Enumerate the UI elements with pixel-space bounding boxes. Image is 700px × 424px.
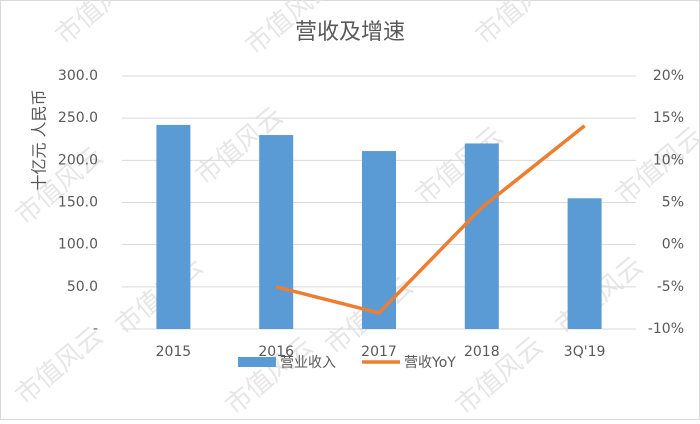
x-tick-label: 2018	[464, 344, 500, 360]
y-tick-label: 150.0	[58, 195, 98, 211]
chart-title: 营收及增速	[295, 20, 405, 45]
y-tick-label: -	[93, 321, 98, 337]
x-tick-label: 3Q'19	[564, 344, 606, 360]
y-tick-label: 200.0	[58, 152, 98, 168]
x-tick-label: 2017	[361, 344, 397, 360]
y2-tick-label: 15%	[653, 110, 684, 126]
legend-swatch	[238, 357, 276, 367]
bar	[156, 124, 191, 329]
y-axis-label: 十亿元 人民币	[30, 89, 49, 190]
y2-tick-label: 20%	[653, 68, 684, 84]
y2-tick-label: 10%	[653, 152, 684, 168]
line	[275, 124, 586, 315]
bar	[567, 198, 602, 329]
bar	[259, 135, 294, 329]
y-tick-label: 300.0	[58, 68, 98, 84]
legend-label: 营收YoY	[404, 355, 456, 371]
x-tick-label: 2016	[258, 344, 294, 360]
y2-tick-label: 5%	[662, 195, 684, 211]
y-tick-label: 50.0	[67, 279, 98, 295]
y-tick-label: 250.0	[58, 110, 98, 126]
y-tick-label: 100.0	[58, 237, 98, 253]
x-tick-label: 2015	[156, 344, 192, 360]
y2-tick-label: 0%	[662, 237, 684, 253]
y2-tick-label: -10%	[648, 321, 684, 337]
bar	[464, 143, 499, 329]
legend-label: 营业收入	[280, 355, 336, 371]
y2-tick-label: -5%	[657, 279, 684, 295]
